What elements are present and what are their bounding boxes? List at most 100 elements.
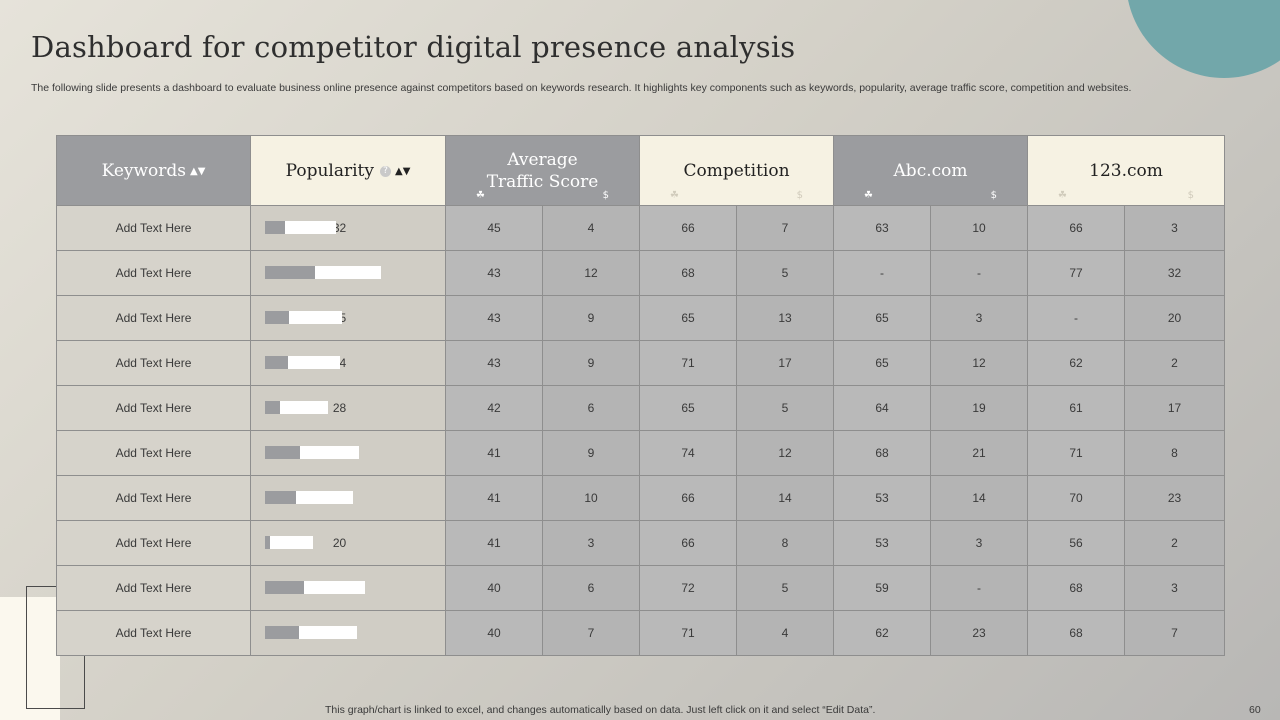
popularity-bar-fill (265, 446, 300, 459)
popularity-cell: 20 (250, 520, 446, 566)
table-row: Add Text Here434077146223687 (56, 610, 1226, 656)
header-abc-com[interactable]: Abc.com ☘ $ (833, 135, 1029, 206)
comp-a-cell: 65 (639, 385, 738, 431)
s123-a-cell: 68 (1027, 610, 1126, 656)
header-popularity[interactable]: Popularity? ▲▼ (250, 135, 446, 206)
traffic-b-cell: 9 (541, 340, 641, 386)
table-row: Add Text Here 20 41 3 66 8 53 3 56 2 (56, 520, 1226, 566)
traffic-a-cell: 41 (445, 475, 543, 521)
abc-b-cell: 21 (930, 430, 1029, 476)
comp-b-cell: 5 (736, 565, 835, 611)
popularity-bar-fill (265, 311, 289, 324)
header-123-label: 123.com (1089, 160, 1163, 181)
popularity-value: 28 (332, 401, 347, 415)
popularity-bar-fill (265, 581, 304, 594)
s123-a-cell: 56 (1027, 520, 1126, 566)
abc-b-cell: 3 (930, 295, 1029, 341)
header-traffic-line1: Average (507, 149, 578, 170)
keyword-analysis-table: Keywords ▲▼ Popularity? ▲▼ Average Traffic… (56, 135, 1226, 656)
decorative-teal-circle (1126, 0, 1280, 78)
traffic-a-cell: 41 (445, 430, 543, 476)
popularity-bar-fill (265, 491, 296, 504)
sort-icon[interactable]: ▲▼ (190, 165, 206, 177)
s123-b-cell: 23 (1124, 475, 1226, 521)
header-keywords[interactable]: Keywords ▲▼ (56, 135, 251, 206)
keyword-cell[interactable]: Add Text Here (56, 295, 251, 341)
traffic-a-cell: 42 (445, 385, 543, 431)
s123-b-cell: 3 (1124, 565, 1226, 611)
traffic-a-cell: 40 (445, 610, 543, 656)
popularity-bar-track (296, 491, 353, 504)
popularity-bar-track (270, 536, 313, 549)
table-row: Add Text Here 28 42 6 65 5 64 19 61 17 (56, 385, 1226, 431)
popularity-cell: 32 (250, 205, 446, 251)
abc-a-cell: 65 (833, 295, 932, 341)
s123-a-cell: 70 (1027, 475, 1126, 521)
popularity-bar-track (289, 311, 342, 324)
popularity-bar-fill (265, 221, 285, 234)
header-abc-label: Abc.com (893, 160, 968, 181)
keyword-cell[interactable]: Add Text Here (56, 385, 251, 431)
table-header-row: Keywords ▲▼ Popularity? ▲▼ Average Traffic… (56, 135, 1226, 206)
popularity-bar-track (288, 356, 340, 369)
s123-a-cell: 61 (1027, 385, 1126, 431)
leaf-icon[interactable]: ☘ (864, 190, 873, 201)
keyword-cell[interactable]: Add Text Here (56, 520, 251, 566)
header-traffic-score[interactable]: Average Traffic Score ☘ $ (444, 135, 641, 206)
popularity-bar-fill (265, 536, 270, 549)
popularity-bar-fill (265, 401, 280, 414)
header-competition-label: Competition (683, 160, 790, 181)
abc-b-cell: 14 (930, 475, 1029, 521)
comp-b-cell: 13 (736, 295, 835, 341)
comp-b-cell: 8 (736, 520, 835, 566)
s123-b-cell: 2 (1124, 340, 1226, 386)
popularity-cell: 43 (250, 610, 446, 656)
popularity-value: 32 (332, 221, 347, 235)
s123-a-cell: 62 (1027, 340, 1126, 386)
traffic-a-cell: 41 (445, 520, 543, 566)
header-123-com[interactable]: 123.com ☘ $ (1027, 135, 1226, 206)
dollar-sort-icon[interactable]: $ (1187, 190, 1195, 201)
keyword-cell[interactable]: Add Text Here (56, 475, 251, 521)
dollar-sort-icon[interactable]: $ (602, 190, 610, 201)
sort-icon[interactable]: ▲▼ (395, 165, 411, 177)
abc-a-cell: 68 (833, 430, 932, 476)
table-row: Add Text Here414110661453147023 (56, 475, 1226, 521)
traffic-b-cell: 12 (541, 250, 641, 296)
traffic-a-cell: 43 (445, 295, 543, 341)
keyword-cell[interactable]: Add Text Here (56, 430, 251, 476)
header-competition[interactable]: Competition ☘ $ (639, 135, 835, 206)
comp-a-cell: 71 (639, 340, 738, 386)
popularity-value: 20 (332, 536, 347, 550)
leaf-icon[interactable]: ☘ (476, 190, 485, 201)
keyword-cell[interactable]: Add Text Here (56, 250, 251, 296)
s123-b-cell: 32 (1124, 250, 1226, 296)
keyword-cell[interactable]: Add Text Here (56, 565, 251, 611)
abc-a-cell: 64 (833, 385, 932, 431)
traffic-a-cell: 45 (445, 205, 543, 251)
traffic-b-cell: 6 (541, 565, 641, 611)
popularity-bar-track (304, 581, 365, 594)
popularity-bar-fill (265, 356, 288, 369)
leaf-icon[interactable]: ☘ (1058, 190, 1067, 201)
table-body: Add Text Here 32 45 4 66 7 63 10 66 3 Add Text Her… (56, 205, 1226, 656)
keyword-cell[interactable]: Add Text Here (56, 610, 251, 656)
keyword-cell[interactable]: Add Text Here (56, 340, 251, 386)
dollar-sort-icon[interactable]: $ (796, 190, 804, 201)
leaf-icon[interactable]: ☘ (670, 190, 679, 201)
dollar-sort-icon[interactable]: $ (990, 190, 998, 201)
abc-b-cell: 23 (930, 610, 1029, 656)
s123-a-cell: 71 (1027, 430, 1126, 476)
popularity-cell: 34 (250, 340, 446, 386)
keyword-cell[interactable]: Add Text Here (56, 205, 251, 251)
comp-b-cell: 5 (736, 385, 835, 431)
traffic-b-cell: 4 (541, 205, 641, 251)
help-icon[interactable]: ? (380, 165, 391, 177)
comp-b-cell: 5 (736, 250, 835, 296)
s123-a-cell: 68 (1027, 565, 1126, 611)
table-row: Add Text Here4740672559-683 (56, 565, 1226, 611)
s123-b-cell: 17 (1124, 385, 1226, 431)
popularity-bar-track (315, 266, 381, 279)
page-title: Dashboard for competitor digital presenc… (31, 30, 796, 64)
